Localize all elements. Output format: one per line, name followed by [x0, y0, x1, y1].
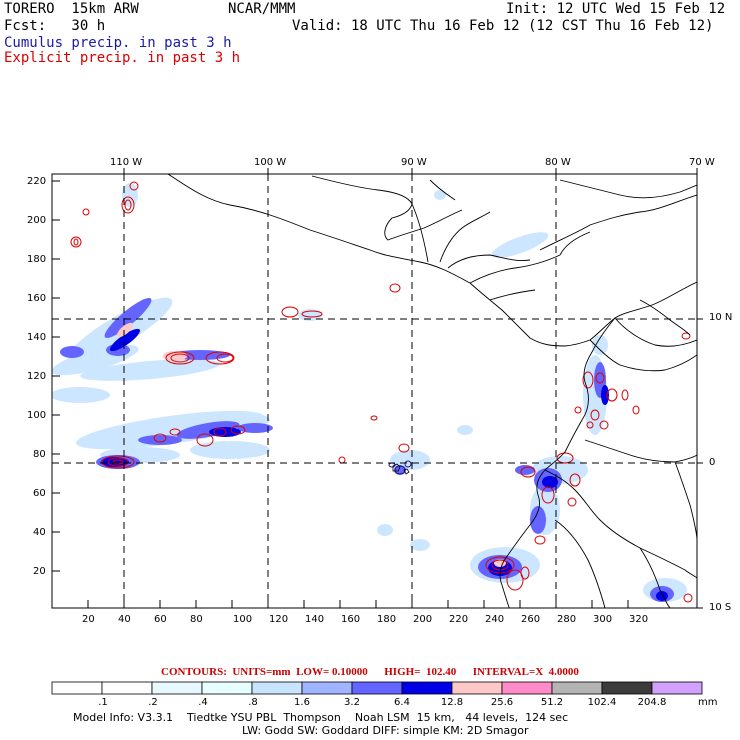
- lon-label-110w: 110 W: [110, 157, 143, 168]
- x-tick-label: 60: [154, 614, 167, 625]
- colorbar-box: [101, 681, 153, 695]
- y-tick-label: 180: [27, 254, 47, 265]
- forecast-hour: Fcst: 30 h: [4, 18, 106, 34]
- x-tick-label: 80: [190, 614, 203, 625]
- colorbar-label: .2: [148, 697, 158, 708]
- precip-extreme-shading: [116, 322, 506, 567]
- init-time: Init: 12 UTC Wed 15 Feb 12: [506, 1, 726, 17]
- axis-ticks: [52, 168, 703, 609]
- model-title: TORERO 15km ARW: [4, 1, 139, 17]
- lat-lon-grid: [52, 174, 697, 608]
- lon-label-90w: 90 W: [401, 157, 427, 168]
- colorbar-box: [551, 681, 603, 695]
- x-tick-label: 100: [233, 614, 253, 625]
- x-tick-label: 300: [593, 614, 613, 625]
- colorbar-box: [351, 681, 403, 695]
- lat-label-10n: 10 N: [709, 312, 733, 323]
- colorbar-box: [251, 681, 303, 695]
- x-tick-label: 160: [341, 614, 361, 625]
- y-tick-label: 100: [27, 410, 47, 421]
- x-tick-label: 40: [118, 614, 131, 625]
- colorbar-box: [601, 681, 653, 695]
- y-tick-label: 220: [27, 176, 47, 187]
- colorbar-label: 1.6: [294, 697, 310, 708]
- x-tick-label: 320: [629, 614, 649, 625]
- explicit-precip-contours: [70, 181, 693, 603]
- colorbar-label: 25.6: [490, 697, 514, 708]
- colorbar-label: .4: [198, 697, 208, 708]
- physics-info: LW: Godd SW: Goddard DIFF: simple KM: 2D…: [242, 724, 529, 737]
- organization: NCAR/MMM: [228, 1, 296, 17]
- lon-label-100w: 100 W: [254, 157, 287, 168]
- colorbar-box: [501, 681, 553, 695]
- lat-label-10s: 10 S: [709, 602, 732, 613]
- model-info: Model Info: V3.3.1 Tiedtke YSU PBL Thomp…: [73, 711, 569, 724]
- colorbar-label: 204.8: [637, 697, 667, 708]
- coastlines: [167, 174, 697, 608]
- x-tick-label: 20: [82, 614, 95, 625]
- cumulus-precip-legend: Cumulus precip. in past 3 h: [4, 35, 232, 51]
- colorbar-label: 3.2: [344, 697, 360, 708]
- y-tick-label: 200: [27, 215, 47, 226]
- y-tick-label: 20: [33, 566, 46, 577]
- lon-label-70w: 70 W: [689, 157, 715, 168]
- colorbar-box: [51, 681, 103, 695]
- galapagos-islands: [392, 463, 410, 475]
- x-tick-label: 120: [269, 614, 289, 625]
- x-tick-label: 180: [377, 614, 397, 625]
- y-tick-label: 60: [33, 488, 46, 499]
- valid-time: Valid: 18 UTC Thu 16 Feb 12 (12 CST Thu …: [292, 18, 714, 34]
- x-tick-label: 260: [521, 614, 541, 625]
- colorbar-label: 6.4: [394, 697, 410, 708]
- x-tick-label: 240: [485, 614, 505, 625]
- x-tick-label: 140: [305, 614, 325, 625]
- x-tick-label: 280: [557, 614, 577, 625]
- y-tick-label: 120: [27, 371, 47, 382]
- x-tick-label: 200: [413, 614, 433, 625]
- colorbar-label: 51.2: [540, 697, 564, 708]
- explicit-precip-legend: Explicit precip. in past 3 h: [4, 50, 241, 66]
- colorbar-box: [401, 681, 453, 695]
- map-frame: [51, 173, 698, 609]
- y-tick-label: 40: [33, 527, 46, 538]
- colorbar-label: 102.4: [587, 697, 617, 708]
- colorbar-label: 12.8: [440, 697, 464, 708]
- colorbar-box: [451, 681, 503, 695]
- colorbar-box: [301, 681, 353, 695]
- precip-heavy-shading: [101, 328, 668, 601]
- colorbar-box: [651, 681, 703, 695]
- colorbar-unit: mm: [698, 697, 718, 708]
- y-tick-label: 80: [33, 449, 46, 460]
- colorbar-label: .8: [248, 697, 258, 708]
- y-tick-label: 140: [27, 332, 47, 343]
- y-tick-label: 160: [27, 293, 47, 304]
- lon-label-80w: 80 W: [545, 157, 571, 168]
- x-tick-label: 220: [449, 614, 469, 625]
- colorbar-box: [151, 681, 203, 695]
- colorbar-box: [201, 681, 253, 695]
- colorbar-label: .1: [98, 697, 108, 708]
- lat-label-0: 0: [709, 457, 716, 468]
- contours-info: CONTOURS: UNITS=mm LOW= 0.10000 HIGH= 10…: [161, 666, 579, 678]
- colorbar-boxes: [51, 681, 703, 695]
